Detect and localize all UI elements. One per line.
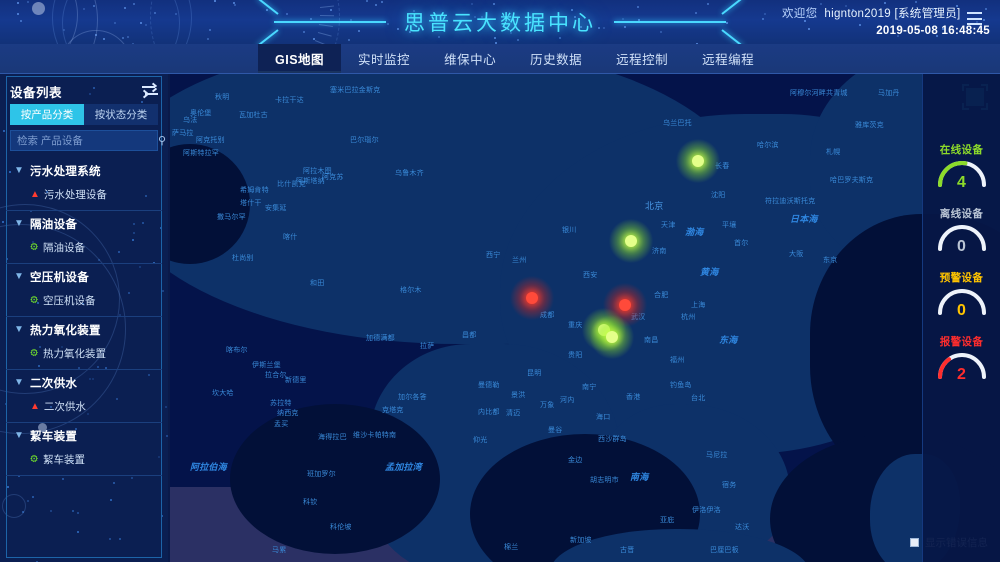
stat-3: 报警设备 2: [927, 334, 997, 383]
device-group-5: ▼ 絜车装置 ⚙ 絜车装置: [6, 423, 162, 476]
user-info: 欢迎您 hignton2019 [系统管理员] 2019-05-08 16:48…: [782, 5, 990, 37]
stat-gauge-0: 4: [934, 159, 990, 191]
chevron-down-icon: ▼: [14, 378, 24, 388]
checkbox-box[interactable]: [910, 538, 919, 547]
device-group-label: 污水处理系统: [30, 163, 101, 179]
device-item-label: 絜车装置: [43, 452, 85, 467]
header-datetime: 2019-05-08 16:48:45: [782, 25, 990, 37]
page-title: 思普云大数据中心: [404, 7, 596, 37]
user-name: hignton2019 [系统管理员]: [824, 8, 960, 20]
device-group-3: ▼ 热力氧化装置 ⚙ 热力氧化装置: [6, 317, 162, 370]
device-group-1: ▼ 隔油设备 ⚙ 隔油设备: [6, 211, 162, 264]
device-group-header-4[interactable]: ▼ 二次供水: [6, 370, 162, 395]
map-marker-changsha-b[interactable]: [589, 314, 635, 360]
device-group-2: ▼ 空压机设备 ⚙ 空压机设备: [6, 264, 162, 317]
device-group-header-0[interactable]: ▼ 污水处理系统: [6, 158, 162, 183]
stat-label-1: 离线设备: [927, 206, 997, 221]
plug-connected-icon: ⚙: [28, 453, 40, 466]
sidebar-search[interactable]: ⚲: [10, 130, 158, 151]
device-group-label: 热力氧化装置: [30, 322, 101, 338]
device-item-label: 污水处理设备: [44, 187, 107, 202]
stat-label-0: 在线设备: [927, 142, 997, 157]
chevron-down-icon: ▼: [14, 272, 24, 282]
device-item-2-0[interactable]: ⚙ 空压机设备: [6, 289, 162, 312]
map-marker-changchun[interactable]: [675, 138, 721, 184]
map-marker-shijiazhuang[interactable]: [608, 218, 654, 264]
sidebar-header: 设备列表: [10, 82, 158, 100]
device-item-label: 空压机设备: [43, 293, 96, 308]
stat-value-3: 2: [934, 367, 990, 383]
device-item-3-0[interactable]: ⚙ 热力氧化装置: [6, 342, 162, 365]
main-nav: GIS地图 实时监控 维保中心 历史数据 远程控制 远程编程: [0, 44, 1000, 74]
device-group-label: 空压机设备: [30, 269, 89, 285]
stat-value-1: 0: [934, 239, 990, 255]
device-list-sidebar: 设备列表 按产品分类按状态分类 ⚲ ▼污水处理系统▲污水处理设备▼隔油设备⚙隔油…: [0, 74, 168, 562]
search-icon[interactable]: ⚲: [158, 134, 166, 147]
map-marker-chengdu[interactable]: [509, 275, 555, 321]
device-item-1-0[interactable]: ⚙ 隔油设备: [6, 236, 162, 259]
sidebar-tab-0[interactable]: 按产品分类: [10, 104, 84, 125]
tab-3[interactable]: 历史数据: [513, 44, 599, 73]
device-group-header-2[interactable]: ▼ 空压机设备: [6, 264, 162, 289]
gis-map[interactable]: 卡拉干达 塞米巴拉金斯克 乌兰巴托 阿斯塔纳 乌鲁木齐 哈尔滨 长春 沈阳 札幌 北京 天津 渤海 济南…: [170, 74, 1000, 562]
plug-connected-icon: ⚙: [28, 294, 40, 307]
tab-5[interactable]: 远程编程: [685, 44, 771, 73]
device-item-5-0[interactable]: ⚙ 絜车装置: [6, 448, 162, 471]
device-group-header-3[interactable]: ▼ 热力氧化装置: [6, 317, 162, 342]
device-item-0-0[interactable]: ▲ 污水处理设备: [6, 183, 162, 206]
stat-value-0: 4: [934, 175, 990, 191]
stat-value-2: 0: [934, 303, 990, 319]
stat-0: 在线设备 4: [927, 142, 997, 191]
alarm-triangle-icon: ▲: [30, 401, 40, 412]
stat-gauge-3: 2: [934, 351, 990, 383]
device-group-label: 絜车装置: [30, 428, 77, 444]
stat-label-3: 报警设备: [927, 334, 997, 349]
sidebar-title: 设备列表: [10, 82, 62, 101]
device-group-label: 二次供水: [30, 375, 77, 391]
device-group-label: 隔油设备: [30, 216, 77, 232]
alarm-triangle-icon: ▲: [30, 189, 40, 200]
chevron-down-icon: ▼: [14, 325, 24, 335]
device-status-panel: 在线设备 4 离线设备 0 预警设备 0 报警设备 2: [922, 74, 1000, 562]
stat-gauge-2: 0: [934, 287, 990, 319]
plug-connected-icon: ⚙: [28, 347, 40, 360]
chevron-down-icon: ▼: [14, 166, 24, 176]
sea-arabian: [230, 404, 440, 554]
stat-2: 预警设备 0: [927, 270, 997, 319]
chevron-down-icon: ▼: [14, 219, 24, 229]
tab-4[interactable]: 远程控制: [599, 44, 685, 73]
welcome-prefix: 欢迎您: [782, 8, 817, 20]
tab-1[interactable]: 实时监控: [341, 44, 427, 73]
search-input[interactable]: [11, 135, 158, 147]
chevron-down-icon: ▼: [14, 431, 24, 441]
device-group-header-5[interactable]: ▼ 絜车装置: [6, 423, 162, 448]
stat-label-2: 预警设备: [927, 270, 997, 285]
device-item-label: 二次供水: [44, 399, 86, 414]
stat-gauge-1: 0: [934, 223, 990, 255]
device-item-4-0[interactable]: ▲ 二次供水: [6, 395, 162, 418]
hamburger-menu-icon[interactable]: [967, 12, 982, 25]
device-item-label: 热力氧化装置: [43, 346, 106, 361]
device-group-4: ▼ 二次供水 ▲ 二次供水: [6, 370, 162, 423]
device-group-header-1[interactable]: ▼ 隔油设备: [6, 211, 162, 236]
title-bracket-left: [236, 9, 386, 35]
gis-dashboard: 思普云大数据中心 欢迎您 hignton2019 [系统管理员] 2019-05…: [0, 0, 1000, 562]
plug-connected-icon: ⚙: [28, 241, 40, 254]
tab-0[interactable]: GIS地图: [258, 44, 341, 73]
tab-2[interactable]: 维保中心: [427, 44, 513, 73]
sidebar-tab-1[interactable]: 按状态分类: [84, 104, 158, 125]
device-group-0: ▼ 污水处理系统 ▲ 污水处理设备: [6, 158, 162, 211]
title-bracket-right: [614, 9, 764, 35]
device-item-label: 隔油设备: [43, 240, 85, 255]
stat-1: 离线设备 0: [927, 206, 997, 255]
app-header: 思普云大数据中心 欢迎您 hignton2019 [系统管理员] 2019-05…: [0, 0, 1000, 44]
swap-arrows-icon[interactable]: [142, 85, 158, 97]
welcome-line: 欢迎您 hignton2019 [系统管理员]: [782, 5, 990, 21]
device-tree: ▼ 污水处理系统 ▲ 污水处理设备 ▼ 隔油设备 ⚙ 隔油设备 ▼ 空压机设备 ⚙ 空压机设备 ▼ 热力氧…: [6, 158, 162, 556]
sidebar-tabs: 按产品分类 按状态分类: [10, 104, 158, 125]
